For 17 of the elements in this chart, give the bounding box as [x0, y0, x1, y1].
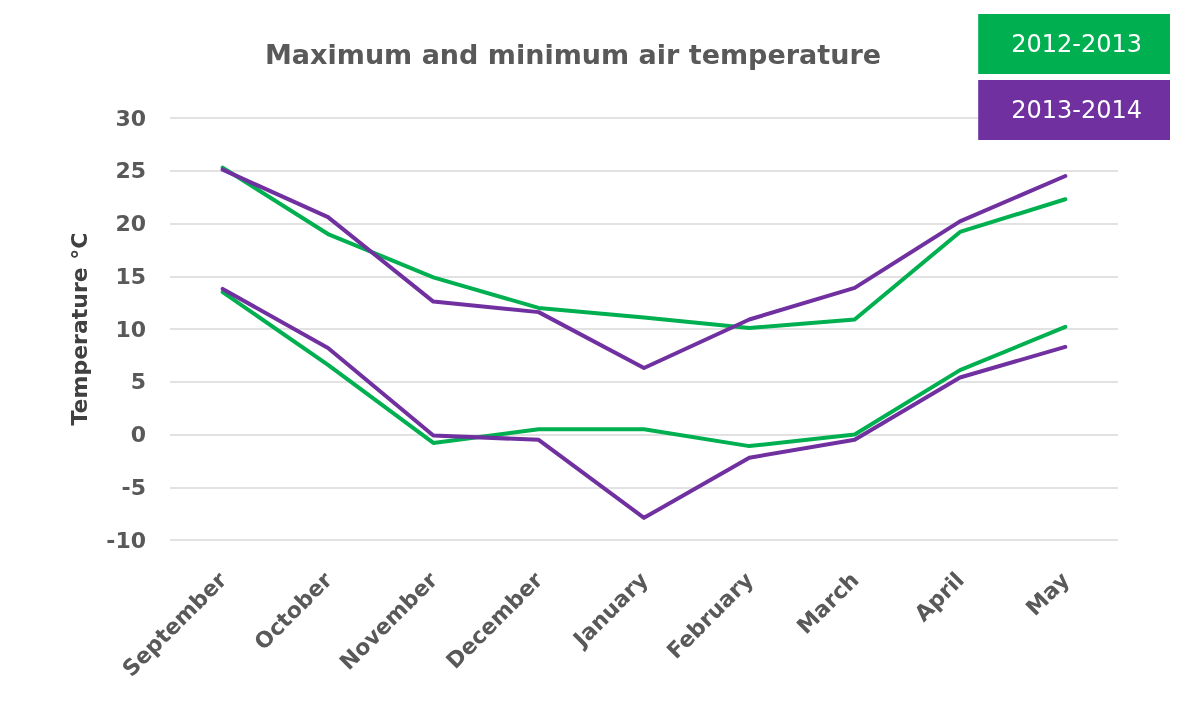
line-series [220, 165, 1068, 330]
y-tick-label: 0 [130, 422, 146, 447]
y-tick-label: 30 [115, 105, 146, 131]
y-tick-label: -5 [121, 474, 146, 500]
line-series [220, 286, 1068, 520]
text: 2013-2014 [1011, 96, 1143, 124]
y-axis-title: Temperature °C [66, 232, 92, 426]
y-tick-label: -10 [106, 527, 146, 553]
y-tick-label: 15 [115, 263, 146, 289]
y-tick-label: 5 [130, 369, 146, 395]
line-series [220, 290, 1068, 449]
line-series [220, 167, 1068, 371]
y-tick-label: 25 [115, 158, 146, 184]
chart-title: Maximum and minimum air temperature [265, 39, 882, 70]
y-tick-label: 20 [115, 211, 146, 236]
y-tick-label: 10 [115, 316, 146, 342]
text: 2012-2013 [1011, 30, 1143, 58]
